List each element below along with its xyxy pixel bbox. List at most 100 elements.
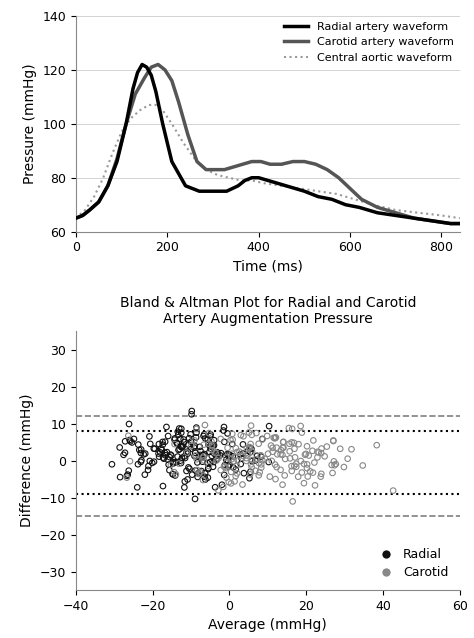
Point	[285, 423, 292, 433]
Point	[231, 452, 238, 462]
Point	[223, 472, 230, 482]
Point	[261, 454, 269, 464]
Point	[195, 452, 203, 462]
Point	[125, 431, 132, 441]
Point	[177, 456, 184, 466]
Point	[209, 445, 216, 456]
Point	[267, 440, 275, 450]
Point	[248, 455, 256, 465]
Carotid artery waveform	[169, 77, 174, 84]
Point	[209, 462, 217, 472]
Point	[201, 471, 209, 482]
Point	[269, 447, 276, 457]
Carotid artery waveform	[87, 206, 92, 214]
Point	[121, 448, 129, 458]
Point	[257, 459, 265, 470]
Central aortic waveform	[237, 177, 243, 184]
Point	[204, 473, 212, 483]
Point	[186, 464, 193, 474]
Point	[255, 470, 263, 480]
Point	[137, 457, 145, 467]
Point	[141, 449, 149, 459]
Point	[205, 428, 213, 438]
Radial artery waveform	[169, 158, 174, 165]
Point	[246, 473, 253, 484]
Central aortic waveform	[393, 206, 399, 214]
Point	[253, 428, 260, 438]
Central aortic waveform	[297, 184, 302, 192]
Point	[159, 440, 166, 450]
Point	[239, 451, 247, 461]
Point	[219, 482, 227, 492]
Radial artery waveform	[393, 212, 399, 219]
Central aortic waveform	[73, 214, 79, 222]
Point	[210, 440, 218, 450]
Point	[245, 427, 253, 438]
Point	[210, 457, 218, 467]
Carotid artery waveform	[374, 204, 380, 211]
Point	[348, 444, 356, 454]
Carotid artery waveform	[162, 66, 168, 74]
Central aortic waveform	[260, 179, 266, 187]
Carotid artery waveform	[194, 158, 200, 165]
Point	[229, 451, 237, 461]
Point	[213, 454, 220, 464]
Point	[288, 437, 295, 447]
Point	[265, 421, 273, 431]
Point	[180, 434, 187, 445]
Radial artery waveform	[242, 177, 248, 184]
Point	[184, 449, 191, 459]
Central aortic waveform	[438, 212, 444, 219]
Point	[211, 447, 219, 457]
Point	[323, 441, 330, 452]
Radial artery waveform	[160, 120, 165, 128]
Point	[228, 449, 236, 459]
Central aortic waveform	[169, 120, 174, 128]
Point	[159, 452, 167, 463]
Point	[373, 440, 381, 450]
Carotid artery waveform	[80, 212, 85, 219]
Radial artery waveform	[96, 198, 101, 206]
Point	[298, 468, 306, 478]
Point	[328, 460, 336, 470]
Point	[197, 451, 204, 461]
Carotid artery waveform	[132, 91, 138, 98]
Point	[215, 453, 222, 463]
Point	[213, 456, 220, 466]
Point	[192, 422, 200, 433]
Point	[201, 420, 209, 430]
Point	[205, 440, 212, 450]
Radial artery waveform	[283, 182, 289, 189]
Point	[292, 462, 300, 472]
Point	[321, 451, 328, 461]
Point	[315, 447, 323, 457]
Point	[192, 465, 200, 475]
Point	[128, 437, 136, 447]
Point	[169, 469, 177, 479]
Point	[171, 433, 179, 443]
Point	[164, 431, 172, 441]
Y-axis label: Pressure (mmHg): Pressure (mmHg)	[23, 64, 36, 184]
Carotid artery waveform	[301, 158, 307, 165]
Point	[270, 433, 277, 443]
Point	[205, 461, 213, 471]
Point	[281, 470, 289, 480]
Point	[248, 447, 256, 457]
Point	[144, 465, 152, 475]
Point	[191, 435, 198, 445]
Point	[188, 441, 195, 451]
Point	[179, 441, 186, 452]
Point	[247, 420, 255, 431]
Point	[136, 445, 143, 455]
Point	[146, 439, 154, 449]
Point	[198, 453, 205, 463]
Point	[264, 449, 272, 459]
Point	[175, 445, 182, 455]
Point	[337, 443, 344, 454]
Central aortic waveform	[153, 101, 159, 108]
Point	[277, 449, 284, 459]
Point	[182, 447, 190, 457]
Point	[174, 427, 182, 437]
Point	[220, 422, 228, 432]
Point	[220, 437, 228, 447]
